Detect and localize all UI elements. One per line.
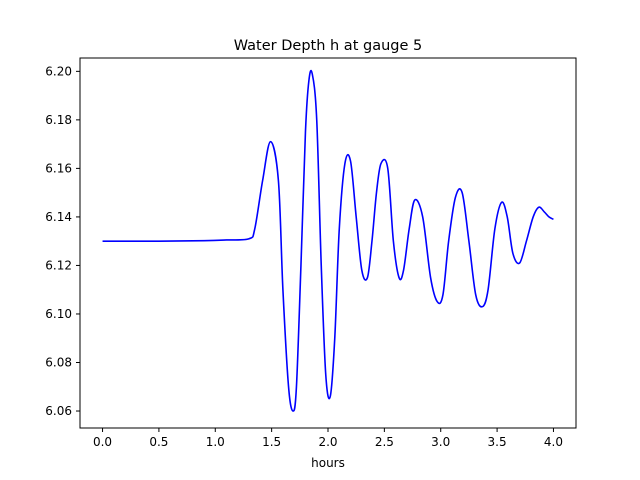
y-tick-label: 6.18	[45, 113, 72, 127]
y-tick-label: 6.20	[45, 64, 72, 78]
x-axis-title: hours	[311, 456, 345, 470]
plot-area-frame	[79, 57, 577, 429]
y-tick-label: 6.14	[45, 210, 72, 224]
axis-ticks: 0.0 0.5 1.0 1.5 2.0 2.5 3.0 3.5 4.0 6.06 6.08 6.10 6…	[45, 64, 563, 449]
y-tick-label: 6.10	[45, 307, 72, 321]
y-tick-label: 6.12	[45, 258, 72, 272]
x-tick-label: 3.0	[431, 435, 450, 449]
x-tick-label: 1.5	[262, 435, 281, 449]
series-layer	[102, 69, 554, 412]
x-tick-label: 0.0	[93, 435, 112, 449]
x-tick-label: 2.5	[375, 435, 394, 449]
y-tick-label: 6.08	[45, 355, 72, 369]
x-tick-label: 2.0	[318, 435, 337, 449]
x-tick-label: 1.0	[206, 435, 225, 449]
chart-title: Water Depth h at gauge 5	[234, 38, 422, 54]
x-tick-label: 4.0	[544, 435, 563, 449]
y-tick-label: 6.16	[45, 161, 72, 175]
y-tick-label: 6.06	[45, 404, 72, 418]
x-tick-label: 0.5	[149, 435, 168, 449]
series-line-0	[102, 69, 554, 412]
x-tick-label: 3.5	[488, 435, 507, 449]
